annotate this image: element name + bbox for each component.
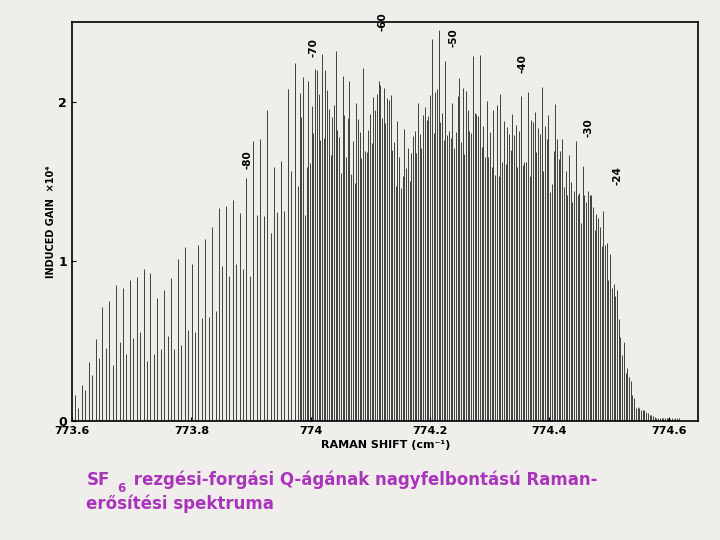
Text: -50: -50 (449, 29, 459, 47)
Text: rezgési-forgási Q-ágának nagyfelbontású Raman-: rezgési-forgási Q-ágának nagyfelbontású … (128, 470, 598, 489)
Text: -60: -60 (377, 12, 387, 31)
Text: -24: -24 (613, 166, 623, 185)
Text: erősítési spektruma: erősítési spektruma (86, 495, 274, 513)
Text: -80: -80 (243, 150, 253, 168)
Text: -30: -30 (583, 118, 593, 137)
Text: 6: 6 (117, 482, 125, 495)
Text: -40: -40 (518, 54, 528, 73)
X-axis label: RAMAN SHIFT (cm⁻¹): RAMAN SHIFT (cm⁻¹) (320, 440, 450, 450)
Text: -70: -70 (309, 38, 319, 57)
Text: SF: SF (86, 471, 109, 489)
Y-axis label: INDUCED GAIN  ×10⁴: INDUCED GAIN ×10⁴ (45, 165, 55, 278)
